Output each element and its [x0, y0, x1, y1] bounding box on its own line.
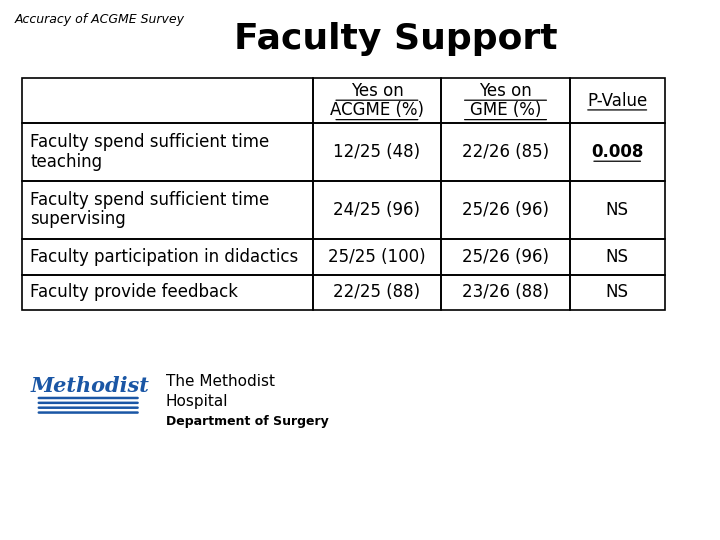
Text: NS: NS [606, 201, 629, 219]
Text: 22/26 (85): 22/26 (85) [462, 143, 549, 161]
Text: Faculty spend sufficient time: Faculty spend sufficient time [30, 191, 269, 209]
Text: ACGME (%): ACGME (%) [330, 102, 424, 119]
Text: 25/25 (100): 25/25 (100) [328, 247, 426, 266]
Text: supervising: supervising [30, 211, 126, 228]
Text: Faculty spend sufficient time: Faculty spend sufficient time [30, 133, 269, 151]
Text: 22/25 (88): 22/25 (88) [333, 284, 420, 301]
Text: P-Value: P-Value [587, 92, 647, 110]
Text: Faculty participation in didactics: Faculty participation in didactics [30, 247, 299, 266]
Text: 25/26 (96): 25/26 (96) [462, 247, 549, 266]
Text: 12/25 (48): 12/25 (48) [333, 143, 420, 161]
Text: Accuracy of ACGME Survey: Accuracy of ACGME Survey [14, 14, 184, 26]
Text: GME (%): GME (%) [470, 102, 541, 119]
Text: Yes on: Yes on [479, 82, 532, 100]
Text: Yes on: Yes on [351, 82, 403, 100]
Text: NS: NS [606, 247, 629, 266]
Text: NS: NS [606, 284, 629, 301]
Text: 25/26 (96): 25/26 (96) [462, 201, 549, 219]
Text: Department of Surgery: Department of Surgery [166, 415, 328, 428]
Text: 0.008: 0.008 [591, 143, 644, 161]
Text: Hospital: Hospital [166, 394, 228, 409]
Text: Faculty Support: Faculty Support [234, 22, 558, 56]
Text: teaching: teaching [30, 153, 102, 171]
Text: 24/25 (96): 24/25 (96) [333, 201, 420, 219]
Text: 23/26 (88): 23/26 (88) [462, 284, 549, 301]
Text: Methodist: Methodist [30, 376, 150, 396]
Text: The Methodist: The Methodist [166, 374, 274, 389]
Text: Faculty provide feedback: Faculty provide feedback [30, 284, 238, 301]
